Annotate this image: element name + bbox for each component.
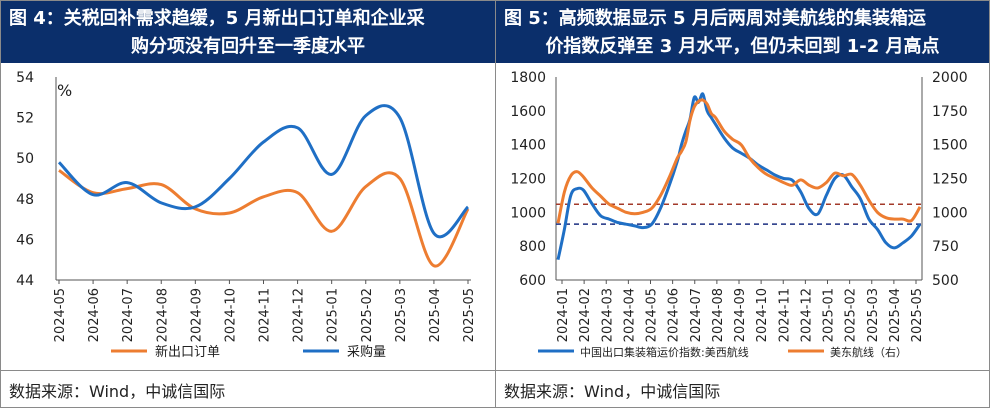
right-right-y-tick-label: 1000 (932, 205, 968, 221)
right-x-tick-label: 2024-04 (622, 288, 637, 342)
right-right-y-tick-label: 750 (932, 239, 959, 255)
left-y-tick-label: 46 (16, 232, 34, 248)
left-figure-header: 图 4：关税回补需求趋缓，5 月新出口订单和企业采 购分项没有回升至一季度水平 (1, 1, 495, 63)
right-x-tick-label: 2024-08 (711, 288, 726, 342)
left-x-tick-label: 2024-06 (87, 288, 102, 342)
right-chart: 600 800 1000 1200 1400 1600 1800 500 750 1000 1250… (510, 70, 968, 359)
right-x-tick-label: 2025-04 (888, 288, 903, 342)
right-right-y-tick-label: 1500 (932, 138, 968, 154)
right-series-line-us-west (556, 92, 922, 261)
left-x-tick-label: 2024-09 (189, 288, 204, 342)
right-x-tick-label: 2024-03 (600, 288, 615, 342)
right-legend-label: 中国出口集装箱运价指数:美西航线 (580, 345, 749, 359)
right-x-tick-label: 2024-11 (777, 288, 792, 342)
right-x-tick-label: 2025-02 (844, 288, 859, 342)
left-chart: 44 46 48 50 52 54% 2024-05 2024-06 2024-07 2024-0… (16, 70, 477, 360)
right-left-y-tick-label: 1800 (510, 70, 546, 86)
right-series-line-us-east (556, 98, 922, 224)
left-x-tick-label: 2025-03 (394, 288, 409, 342)
right-left-y-tick-label: 1200 (510, 172, 546, 188)
left-x-tick-label: 2024-12 (292, 288, 307, 342)
right-source-text: 数据来源：Wind，中诚信国际 (504, 382, 721, 401)
right-left-y-tick-label: 600 (519, 273, 546, 289)
right-x-tick-label: 2024-05 (645, 288, 660, 342)
right-right-y-tick-label: 1750 (932, 104, 968, 120)
left-legend-label: 新出口订单 (155, 344, 220, 360)
right-right-y-tick-label: 2000 (932, 70, 968, 86)
left-source-text: 数据来源：Wind，中诚信国际 (9, 382, 226, 401)
left-x-tick-label: 2024-05 (53, 288, 68, 342)
right-x-tick-label: 2024-09 (733, 288, 748, 342)
left-series-line-new-export-orders (58, 169, 470, 268)
left-y-tick-label: 50 (16, 151, 34, 167)
right-figure-panel: 图 5：高频数据显示 5 月后两周对美航线的集装箱运 价指数反弹至 3 月水平，… (495, 0, 990, 408)
right-x-tick-label: 2025-03 (866, 288, 881, 342)
right-x-tick-label: 2024-06 (667, 288, 682, 342)
right-figure-title-line1: 图 5：高频数据显示 5 月后两周对美航线的集装箱运 (504, 8, 926, 29)
right-figure-header: 图 5：高频数据显示 5 月后两周对美航线的集装箱运 价指数反弹至 3 月水平，… (496, 1, 989, 63)
right-x-tick-label: 2024-12 (799, 288, 814, 342)
right-left-y-tick-label: 1400 (510, 138, 546, 154)
left-legend-label: 采购量 (347, 344, 386, 360)
right-legend-label: 美东航线（右） (830, 345, 907, 359)
left-x-tick-label: 2025-04 (428, 288, 443, 342)
right-x-tick-label: 2025-05 (910, 288, 925, 342)
left-x-tick-label: 2024-11 (258, 288, 273, 342)
right-right-y-tick-label: 500 (932, 273, 959, 289)
right-left-y-tick-label: 1600 (510, 104, 546, 120)
left-x-tick-label: 2024-10 (223, 288, 238, 342)
left-x-tick-label: 2025-02 (360, 288, 375, 342)
right-figure-title-line2: 价指数反弹至 3 月水平，但仍未回到 1-2 月高点 (545, 36, 940, 57)
right-x-tick-label: 2025-01 (822, 288, 837, 342)
left-y-tick-label: 52 (16, 111, 34, 127)
left-y-tick-label: 54 (16, 70, 34, 86)
right-x-tick-label: 2024-01 (556, 288, 571, 342)
left-y-unit-label: % (57, 81, 72, 100)
right-x-tick-label: 2024-02 (578, 288, 593, 342)
left-x-tick-label: 2025-05 (462, 288, 477, 342)
left-y-tick-label: 44 (16, 273, 34, 289)
right-x-tick-label: 2024-07 (689, 288, 704, 342)
left-y-tick-label: 48 (16, 192, 34, 208)
right-left-y-tick-label: 1000 (510, 205, 546, 221)
left-x-tick-label: 2025-01 (326, 288, 341, 342)
left-figure-panel: 图 4：关税回补需求趋缓，5 月新出口订单和企业采 购分项没有回升至一季度水平 … (0, 0, 496, 408)
left-figure-title-line2: 购分项没有回升至一季度水平 (131, 36, 365, 57)
right-left-y-tick-label: 800 (519, 239, 546, 255)
left-figure-title-line1: 图 4：关税回补需求趋缓，5 月新出口订单和企业采 (9, 8, 425, 29)
right-source-bar: 数据来源：Wind，中诚信国际 (496, 370, 989, 407)
right-x-tick-label: 2024-10 (755, 288, 770, 342)
left-series-line-purchases (57, 104, 470, 238)
left-source-bar: 数据来源：Wind，中诚信国际 (1, 370, 495, 407)
left-x-tick-label: 2024-07 (121, 288, 136, 342)
left-x-tick-label: 2024-08 (155, 288, 170, 342)
right-right-y-tick-label: 1250 (932, 172, 968, 188)
